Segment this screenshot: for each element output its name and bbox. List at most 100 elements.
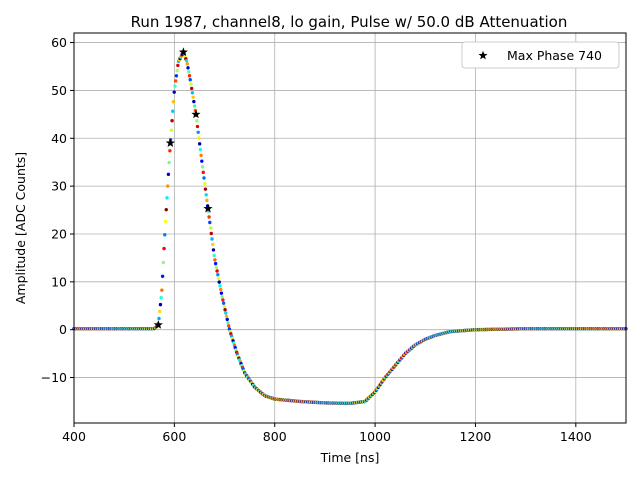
pulse-point [184, 59, 189, 63]
pulse-point [207, 215, 211, 219]
pulse-point [211, 248, 216, 252]
pulse-point [205, 198, 209, 203]
pulse-point [187, 74, 192, 78]
pulse-point [166, 172, 171, 177]
pulse-point [167, 160, 171, 165]
y-tick-label: 0 [59, 322, 67, 337]
pulse-point [209, 231, 213, 236]
pulse-point [189, 82, 193, 86]
pulse-point [216, 273, 220, 277]
pulse-point [217, 280, 221, 284]
pulse-point [201, 170, 205, 175]
pulse-point [173, 84, 177, 88]
pulse-point [165, 196, 169, 200]
y-tick-label: 60 [51, 35, 67, 50]
pulse-point [227, 324, 231, 328]
max-phase-star [153, 320, 163, 329]
pulse-point [161, 260, 166, 265]
pulse-point [213, 258, 217, 262]
pulse-point [208, 220, 212, 225]
pulse-point [189, 86, 194, 91]
pulse-point [185, 62, 190, 66]
pulse-point [204, 193, 208, 197]
pulse-point [176, 63, 180, 68]
pulse-point [172, 90, 176, 94]
pulse-point [174, 74, 179, 78]
y-tick-label: 10 [51, 274, 67, 289]
grid [73, 33, 626, 423]
pulse-point [219, 287, 223, 292]
pulse-point [219, 291, 224, 295]
pulse-point [215, 269, 219, 273]
max-phase-star [165, 138, 175, 147]
pulse-point [158, 302, 163, 307]
pulse-point [214, 265, 219, 270]
pulse-point [203, 187, 208, 191]
y-tick-label: 50 [51, 83, 67, 98]
legend-star-icon [478, 50, 488, 60]
y-tick-label: −10 [41, 370, 67, 385]
pulse-point [170, 119, 174, 123]
pulse-point [192, 99, 196, 104]
max-phase-star [203, 203, 213, 213]
pulse-point [195, 124, 200, 129]
legend-label: Max Phase 740 [507, 48, 602, 63]
pulse-point [157, 316, 161, 321]
x-tick-label: 600 [162, 429, 186, 444]
pulse-point [213, 261, 218, 266]
pulse-point [191, 95, 195, 99]
pulse-point [160, 288, 164, 292]
pulse-point [208, 226, 213, 230]
pulse-point [195, 119, 199, 123]
pulse-point [202, 176, 206, 180]
pulse-point [224, 314, 229, 318]
pulse-point [211, 242, 215, 247]
pulse-point [218, 284, 222, 288]
pulse-point [168, 149, 172, 153]
pulse-point [196, 130, 200, 134]
x-tick-label: 1200 [460, 429, 492, 444]
x-tick-label: 1000 [359, 429, 391, 444]
max-phase-series [153, 47, 213, 329]
pulse-point [221, 301, 226, 305]
pulse-point [210, 237, 214, 241]
max-phase-star [178, 47, 188, 57]
pulse-point [220, 295, 224, 299]
pulse-point [163, 219, 168, 224]
y-tick-label: 40 [51, 131, 67, 146]
pulse-point [186, 66, 190, 70]
pulse-point [198, 147, 203, 152]
pulse-point [197, 142, 202, 146]
pulse-point [160, 274, 165, 278]
legend-star [478, 50, 488, 60]
legend: Max Phase 740 [461, 41, 620, 69]
pulse-point [221, 298, 225, 302]
x-axis: 400 600 800 1000 1200 1400 [62, 423, 592, 444]
pulse-point [197, 136, 201, 140]
pulse-point [200, 159, 204, 163]
pulse-point [164, 207, 168, 212]
pulse-point [203, 181, 207, 186]
legend-box [461, 41, 620, 69]
x-tick-label: 800 [263, 429, 287, 444]
pulse-point [158, 309, 162, 314]
pulse-point [212, 253, 216, 258]
x-axis-label: Time [ns] [320, 450, 380, 465]
y-axis-label: Amplitude [ADC Counts] [13, 152, 28, 304]
pulse-point [188, 78, 192, 82]
x-tick-label: 1400 [560, 429, 592, 444]
pulse-point [163, 233, 167, 237]
chart-title: Run 1987, channel8, lo gain, Pulse w/ 50… [131, 13, 568, 31]
pulse-point [173, 79, 178, 83]
pulse-point [223, 308, 227, 312]
pulse-point [171, 109, 175, 113]
pulse-point [159, 296, 163, 300]
pulse-point [222, 304, 227, 309]
pulse-point [171, 99, 176, 104]
plot-frame [73, 32, 627, 424]
pulse-point [162, 246, 166, 251]
pulse-point [169, 128, 174, 132]
pulse-point [190, 91, 195, 95]
pulse-point [175, 68, 179, 73]
